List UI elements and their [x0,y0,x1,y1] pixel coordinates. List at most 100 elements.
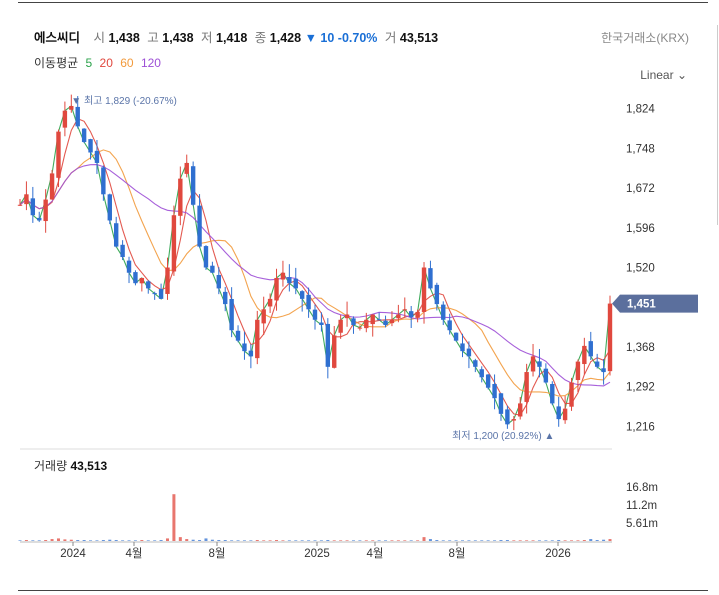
volume-bar [294,540,298,541]
volume-bar [550,540,554,541]
volume-bar [416,540,420,541]
volume-bar [287,540,291,541]
candle-body [229,299,234,331]
candle-body [190,166,196,205]
change-value: ▼ 10 -0.70% [304,31,378,45]
candle-body [402,309,407,311]
ma-120-label: 120 [140,56,161,70]
candle-body [223,291,228,305]
candle-body [62,110,68,128]
current-price-label: 1,451 [627,299,656,311]
volume-bar [602,539,606,541]
volume-bar [307,540,311,541]
candle-body [479,369,484,378]
volume-y-tick-label: 11.2m [626,500,657,512]
volume-bar [242,540,246,541]
volume-bar [76,540,80,541]
candle-body [357,327,363,329]
bottom-divider [18,590,708,591]
open-value: 1,438 [108,31,140,45]
scale-dropdown[interactable]: Linear ⌄ [640,68,687,82]
volume-bar [281,540,285,541]
candle-body [325,323,331,367]
candle-body [344,314,350,319]
y-tick-label: 1,672 [626,183,655,195]
volume-bar [339,540,343,541]
candle-body [146,281,151,289]
volume-bar [89,540,93,541]
candle-body [594,361,600,367]
quote-header: 에스씨디 시 1,438 고 1,438 저 1,418 종 1,428 ▼ 1… [34,27,438,46]
candle-body [562,408,568,421]
volume-panel-value: 43,513 [70,459,108,473]
candle-body [255,319,260,359]
candle-body [524,372,529,402]
current-price-badge [612,294,698,313]
candle-body [158,289,164,299]
volume-bar [454,540,458,541]
volume-bar [351,540,355,541]
moving-average-legend: 이동평균 5 20 60 120 [34,54,165,71]
moving-average-line [19,164,611,387]
volume-bar [185,539,189,541]
volume-bar [140,540,144,541]
x-tick-label: 8월 [449,547,466,560]
candle-body [280,272,286,280]
volume-bar [300,540,304,541]
open-label: 시 [93,31,106,45]
top-divider [18,2,708,3]
candle-body [588,341,593,357]
candle-body [376,319,382,321]
volume-y-tick-label: 5.61m [626,518,658,530]
volume-bar [441,540,445,541]
volume-bar [56,538,60,541]
ma-60-label: 60 [120,56,134,70]
candle-body [216,275,222,289]
candle-body [537,361,542,367]
candle-body [492,383,497,399]
volume-bar [448,540,452,541]
volume-bar [249,540,253,541]
volume-bar [473,540,477,541]
volume-bar [345,540,349,541]
volume-bar [518,540,522,541]
candle-body [171,215,177,272]
high-value: 1,438 [162,31,194,45]
candle-body [601,368,606,373]
volume-bar [493,540,497,541]
volume-bar [18,540,22,541]
volume-bar [512,540,516,541]
candle-body [126,260,132,273]
volume-bar [486,540,490,541]
candle-body [133,272,138,284]
candle-body [396,314,401,319]
moving-average-line [19,149,611,397]
volume-bar [531,540,535,541]
candle-body [338,319,343,333]
volume-bar [319,540,323,541]
volume-bar [108,539,112,541]
volume-bar [223,540,227,541]
candle-body [56,131,61,178]
y-tick-label: 1,596 [626,223,655,235]
volume-value: 43,513 [399,31,439,45]
volume-bar [326,540,330,541]
volume-bar [499,540,503,541]
candle-body [113,223,119,247]
high-annotation: ▼ 최고 1,829 (-20.67%) [71,95,177,107]
volume-bar [159,540,163,541]
volume-bar [435,540,439,541]
moving-average-line [19,118,611,416]
candle-body [351,318,356,325]
candle-body [184,162,189,174]
volume-y-tick-label: 16.8m [626,482,658,494]
candle-body [473,360,478,367]
volume-bar [544,540,548,541]
volume-bar [422,537,426,541]
candle-body [428,268,433,289]
candle-body [120,244,125,258]
volume-bar [428,539,432,541]
volume-panel-label: 거래량 43,513 [34,457,107,474]
close-value: 1,428 [269,31,302,45]
